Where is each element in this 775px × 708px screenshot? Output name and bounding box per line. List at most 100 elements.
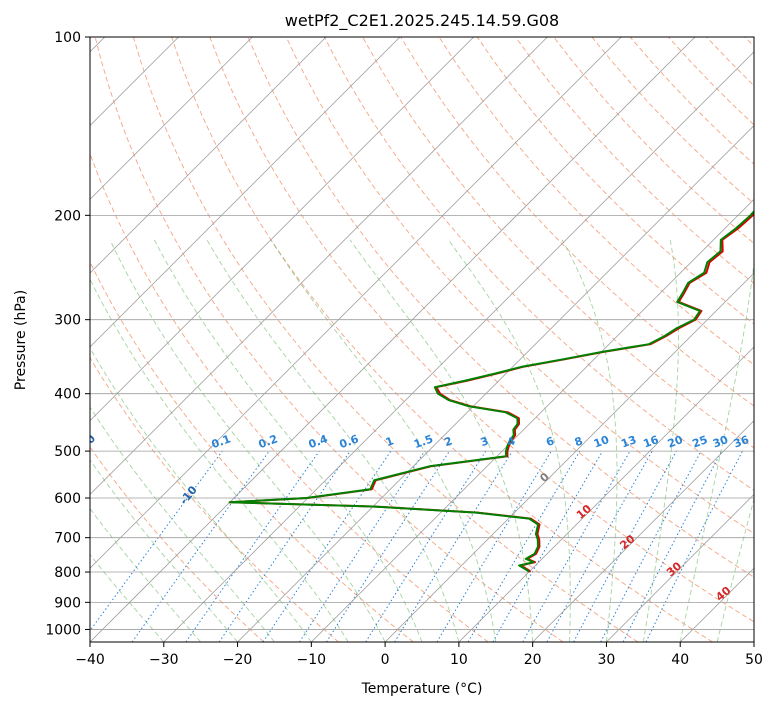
isotherm-line xyxy=(237,124,754,642)
dry-adiabat-line xyxy=(90,356,339,642)
mixing-ratio-line xyxy=(131,450,270,642)
y-tick-label: 700 xyxy=(54,531,81,547)
x-tick-label: 20 xyxy=(524,652,542,668)
x-tick-label: −20 xyxy=(223,652,253,668)
y-tick-label: 100 xyxy=(54,30,81,46)
chart-title: wetPf2_C2E1.2025.245.14.59.G08 xyxy=(285,11,559,31)
x-tick-label: 30 xyxy=(598,652,616,668)
isotherm-line xyxy=(532,420,754,642)
mixing-ratio-line xyxy=(299,450,426,642)
mixing-ratio-line xyxy=(218,450,351,642)
profile-series-line xyxy=(228,209,754,573)
mixing-ratio-line xyxy=(326,450,450,642)
mixing-ratio-label: 36 xyxy=(732,433,751,451)
mixing-ratio-label: 0.4 xyxy=(307,432,330,451)
isotherm-line xyxy=(90,37,327,274)
moist-adiabat-line xyxy=(153,239,423,642)
mixing-ratio-label: 25 xyxy=(691,433,710,450)
dry-adiabat-line xyxy=(94,37,564,642)
x-tick-label: −30 xyxy=(149,652,179,668)
dry-adiabat-line xyxy=(90,152,489,642)
mixing-ratio-label: 4 xyxy=(505,434,517,449)
dry-adiabat-line xyxy=(438,37,754,366)
mixing-ratio-line xyxy=(573,450,677,642)
mixing-ratio-label: 30 xyxy=(711,433,730,451)
mixing-ratio-line xyxy=(185,450,320,642)
y-tick-label: 300 xyxy=(54,313,81,329)
isotherm-line xyxy=(90,37,548,496)
moist-adiabat-line xyxy=(90,406,275,642)
plot-frame xyxy=(89,36,755,643)
mixing-ratio-label: 13 xyxy=(619,433,638,450)
profile-series xyxy=(228,209,754,573)
isotherm-line xyxy=(606,493,754,642)
mixing-ratio-label: 2 xyxy=(442,434,454,449)
moist-adiabat-line xyxy=(270,239,497,642)
moist-adiabat-line xyxy=(109,239,386,642)
mixing-ratio-label: 20 xyxy=(666,433,685,451)
y-tick-label: 500 xyxy=(54,444,81,460)
isotherm-line xyxy=(163,51,754,642)
grid-lines xyxy=(90,37,754,642)
mixing-ratio-label: 0.1 xyxy=(210,432,233,451)
mixing-ratio-label: 1 xyxy=(384,434,396,449)
mixing-ratio-label: 3 xyxy=(479,434,491,449)
y-tick-label: 900 xyxy=(54,595,81,611)
mixing-ratio-line xyxy=(522,450,631,642)
isotherm-line xyxy=(458,346,754,642)
mixing-ratio-label: 10 xyxy=(592,433,611,451)
isotherm-line xyxy=(90,37,253,200)
x-tick-label: 10 xyxy=(450,652,468,668)
y-tick-label: 400 xyxy=(54,387,81,403)
x-tick-label: −40 xyxy=(75,652,105,668)
x-tick-label: 0 xyxy=(381,652,390,668)
moist-adiabat-line xyxy=(90,347,312,642)
y-tick-label: 200 xyxy=(54,208,81,224)
y-tick-label: 1000 xyxy=(45,622,81,638)
isotherm-line xyxy=(90,37,696,642)
moist-adiabat-line xyxy=(561,239,618,642)
dry-adiabat-line xyxy=(90,446,265,642)
mixing-ratio-line xyxy=(546,450,653,642)
mixing-ratio-label: 1.5 xyxy=(412,432,435,451)
y-tick-label: 800 xyxy=(54,565,81,581)
x-axis-title: Temperature (°C) xyxy=(361,681,483,697)
moist-adiabat-line xyxy=(90,553,165,642)
mixing-ratio-label: 0.6 xyxy=(338,432,361,451)
x-axis-ticks: −40 −30 −20 −10 0 10 20 30 40 50 xyxy=(75,642,763,668)
mixing-ratio-label: 0.2 xyxy=(257,432,280,451)
dry-adiabat-line xyxy=(132,37,639,642)
moist-adiabat-line xyxy=(349,239,534,642)
moist-adiabat-line xyxy=(679,259,754,642)
x-tick-label: 50 xyxy=(745,652,763,668)
isotherm-line xyxy=(311,198,754,642)
dry-adiabat-label: -20 xyxy=(76,432,99,456)
mixing-ratio-label: 6 xyxy=(544,434,556,449)
mixing-ratio-line xyxy=(262,450,392,642)
moist-adiabat-line xyxy=(90,507,202,642)
y-axis-ticks: 100 200 300 400 500 600 700 800 900 1000 xyxy=(45,30,90,638)
isotherm-line xyxy=(90,37,474,422)
y-axis-title: Pressure (hPa) xyxy=(13,290,29,390)
x-tick-label: −10 xyxy=(297,652,327,668)
moist-adiabat-line xyxy=(642,239,679,642)
x-tick-label: 40 xyxy=(671,652,689,668)
mixing-ratio-label: 16 xyxy=(642,433,661,451)
mixing-ratio-line xyxy=(394,450,513,642)
dry-adiabat-line xyxy=(515,37,754,285)
dry-adiabat-line xyxy=(171,37,713,642)
isotherm-line xyxy=(90,37,622,569)
dry-adiabat-line xyxy=(324,37,754,491)
dry-adiabat-line xyxy=(362,37,754,449)
mixing-ratio-label: 8 xyxy=(573,434,585,449)
mixing-ratio-line xyxy=(90,450,223,632)
isopleth-labels: 0.10.20.40.611.52346810131620253036-100-… xyxy=(76,432,751,604)
isotherm-line xyxy=(384,272,754,642)
isotherm-line xyxy=(90,37,401,348)
moist-adiabat-line xyxy=(90,278,349,642)
y-tick-label: 600 xyxy=(54,491,81,507)
moist-adiabat-line xyxy=(90,459,238,642)
dry-adiabat-line xyxy=(209,37,754,623)
